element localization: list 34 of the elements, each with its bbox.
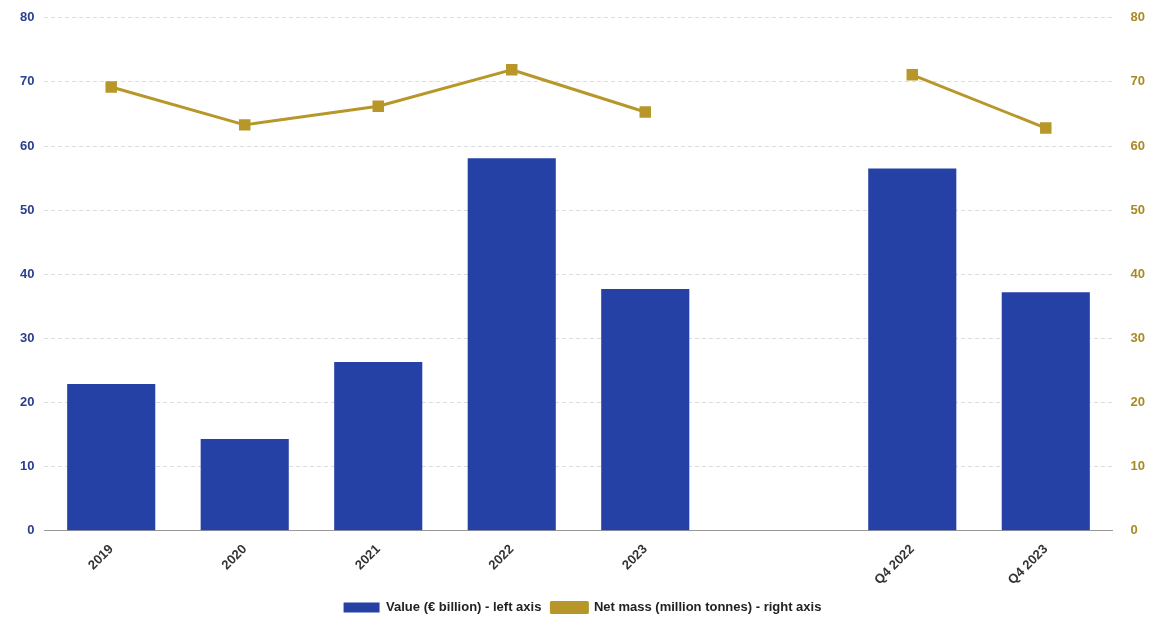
y-tick-label: 80	[19, 9, 35, 25]
bar	[334, 362, 423, 531]
y2-tick-label: 20	[1130, 394, 1146, 410]
y2-tick-label: 60	[1130, 137, 1146, 153]
y2-tick-label: 70	[1130, 73, 1146, 89]
point	[105, 81, 117, 93]
point	[906, 69, 919, 81]
y2-tick-label: 10	[1130, 458, 1146, 474]
y2-tick-label: 80	[1130, 9, 1146, 25]
point	[372, 100, 384, 113]
y2-tick-label: 30	[1130, 329, 1146, 345]
legend-label: Net mass (million tonnes) - right axis	[593, 599, 822, 615]
bar	[601, 289, 690, 531]
point	[506, 63, 518, 76]
y-tick-label: 30	[19, 329, 35, 345]
bar	[1001, 292, 1090, 531]
y-tick-label: 10	[19, 458, 35, 474]
point	[1040, 122, 1052, 134]
y-tick-label: 60	[19, 137, 35, 153]
bar	[67, 383, 156, 531]
y2-tick-label: 0	[1130, 522, 1138, 538]
bar	[868, 168, 957, 531]
y2-tick-label: 50	[1130, 201, 1146, 217]
y-tick-label: 0	[27, 522, 35, 538]
point	[639, 106, 651, 118]
y-tick-label: 20	[19, 394, 35, 410]
point	[238, 119, 251, 131]
bar	[467, 158, 556, 531]
legend-label: Value (€ billion) - left axis	[386, 599, 542, 615]
y2-tick-label: 40	[1130, 265, 1146, 281]
y-tick-label: 70	[19, 73, 35, 89]
bar	[200, 439, 289, 531]
y-tick-label: 50	[19, 201, 35, 217]
y-tick-label: 40	[19, 265, 35, 281]
